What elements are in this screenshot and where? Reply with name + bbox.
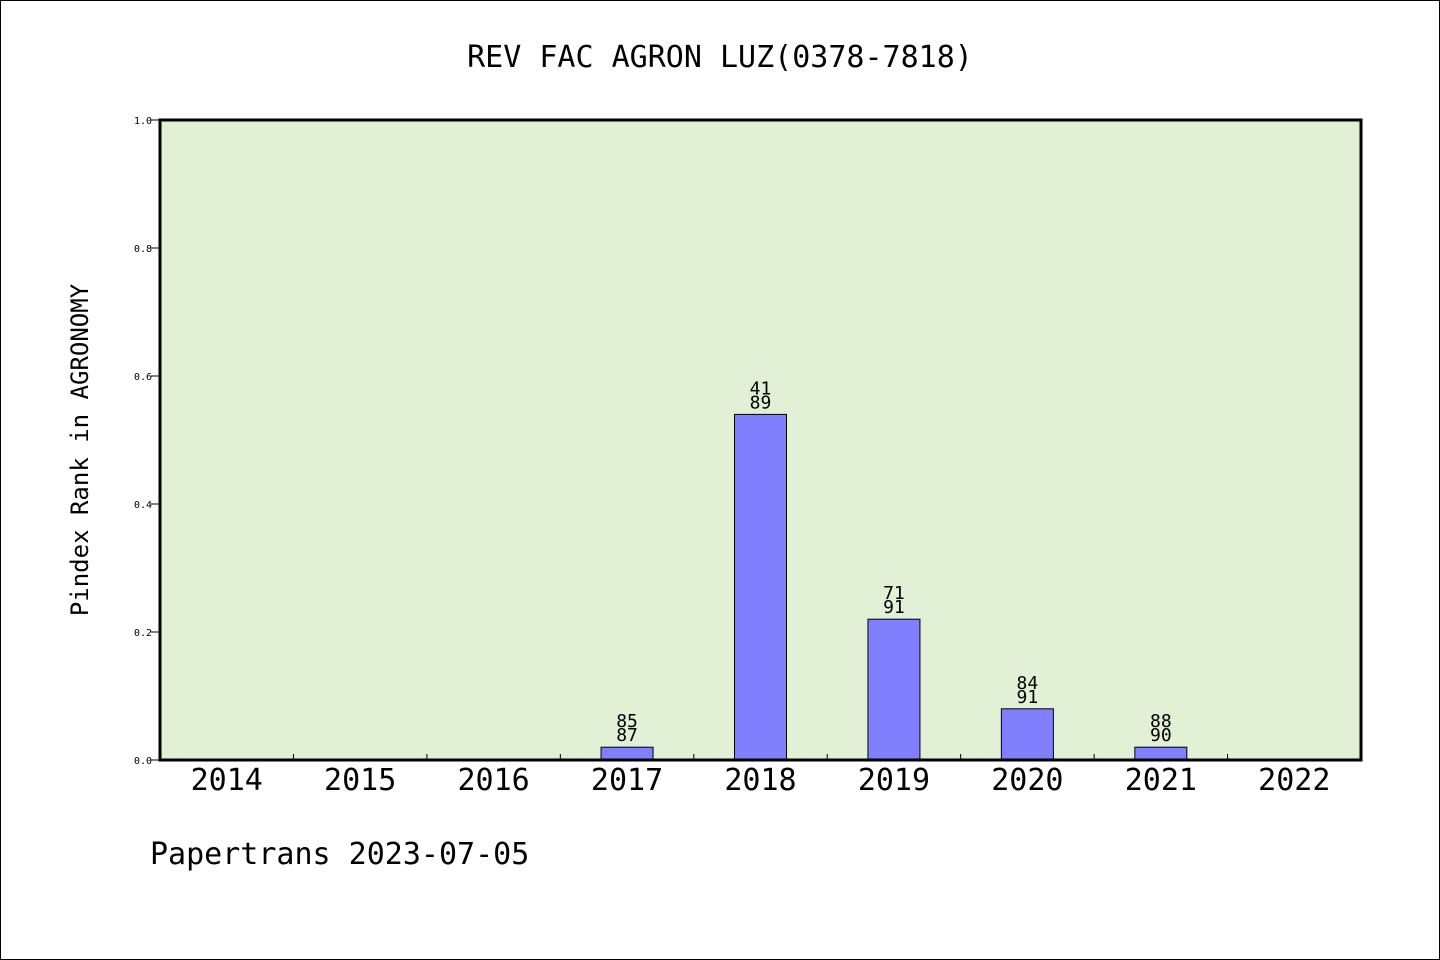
bar-rank-label: 41 (750, 378, 772, 399)
bar-total-label: 91 (1017, 687, 1039, 708)
x-tick-label: 2020 (991, 763, 1063, 798)
bar-2021 (1134, 746, 1188, 761)
chart-title: REV FAC AGRON LUZ(0378-7818) (467, 40, 973, 75)
bar-rank-label: 88 (1150, 711, 1172, 732)
x-tick-label: 2016 (457, 763, 529, 798)
y-tick-label: 0.8 (134, 244, 152, 255)
x-tick-label: 2018 (724, 763, 796, 798)
y-tick-label: 0.4 (134, 500, 152, 511)
ticks-layer: 0.0 0.2 0.4 0.6 0.8 1.0 2014 2015 2016 2017 2018 20… (134, 116, 1330, 798)
bar-rank-label: 85 (616, 711, 638, 732)
x-tick-label: 2021 (1125, 763, 1197, 798)
y-tick-label: 0.0 (134, 756, 152, 767)
bar-rank-label: 71 (883, 583, 905, 604)
y-tick-label: 0.6 (134, 372, 152, 383)
bar-2020 (1000, 708, 1054, 761)
x-tick-label: 2015 (324, 763, 396, 798)
bar-2017 (600, 746, 654, 761)
bar-total-label: 90 (1150, 725, 1172, 746)
x-tick-label: 2014 (191, 763, 263, 798)
x-tick-label: 2022 (1258, 763, 1330, 798)
bar-2019 (867, 618, 921, 761)
x-tick-label: 2019 (858, 763, 930, 798)
bar-rank-label: 84 (1017, 673, 1039, 694)
bar-2018 (734, 413, 787, 761)
plot-border (158, 118, 1363, 762)
bar-total-label: 89 (750, 392, 772, 413)
y-tick-label: 0.2 (134, 628, 152, 639)
bar-total-label: 87 (616, 725, 638, 746)
x-tick-label: 2017 (591, 763, 663, 798)
bar-total-label: 91 (883, 597, 905, 618)
y-axis-label: Pindex Rank in AGRONOMY (66, 283, 94, 616)
y-tick-label: 1.0 (134, 116, 152, 127)
footer-credit: Papertrans 2023-07-05 (150, 837, 529, 872)
